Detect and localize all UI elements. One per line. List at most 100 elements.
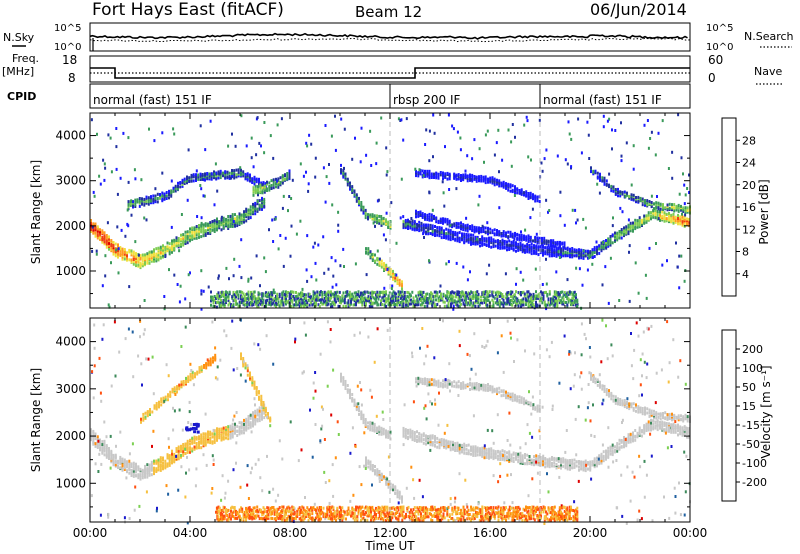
range-cell	[436, 226, 439, 230]
range-cell	[234, 426, 236, 430]
range-cell	[344, 385, 347, 389]
range-cell	[542, 253, 544, 257]
ground-scatter-cell	[256, 304, 259, 308]
ground-scatter-cell	[350, 299, 352, 302]
range-cell	[430, 174, 433, 178]
ground-scatter-cell	[240, 294, 242, 298]
ground-scatter-cell	[316, 292, 319, 296]
range-cell	[632, 229, 634, 233]
noise-cell	[688, 173, 690, 177]
range-cell	[249, 211, 252, 215]
ground-scatter-cell	[318, 293, 321, 297]
range-cell	[269, 416, 272, 420]
range-cell	[189, 378, 192, 382]
range-cell	[518, 233, 521, 237]
ground-scatter-cell	[431, 304, 434, 308]
range-cell	[398, 283, 401, 287]
range-cell	[673, 206, 676, 210]
ground-scatter-cell	[226, 291, 229, 295]
range-cell	[181, 181, 184, 184]
range-cell	[620, 236, 623, 240]
ground-scatter-cell	[376, 290, 379, 294]
range-cell	[502, 232, 505, 236]
range-cell	[101, 238, 104, 241]
ground-scatter-cell	[306, 303, 309, 307]
range-cell	[92, 230, 95, 234]
range-cell	[162, 458, 164, 462]
range-cell	[514, 234, 516, 238]
ground-scatter-cell	[470, 301, 472, 305]
ground-scatter-cell	[532, 303, 535, 307]
range-cell	[679, 221, 682, 225]
range-cell	[582, 256, 585, 260]
ground-scatter-cell	[435, 290, 437, 294]
range-cell	[227, 220, 230, 224]
range-cell	[671, 203, 673, 207]
noise-cell	[611, 147, 613, 151]
range-cell	[247, 419, 250, 423]
range-cell	[364, 418, 367, 421]
range-cell	[164, 465, 167, 469]
ground-scatter-cell	[333, 301, 336, 305]
range-cell	[385, 432, 387, 436]
range-cell	[128, 471, 131, 475]
ground-scatter-cell	[456, 303, 459, 307]
range-cell	[126, 254, 128, 258]
ground-scatter-cell	[460, 291, 462, 295]
range-cell	[249, 216, 252, 220]
ground-scatter-cell	[543, 291, 546, 294]
noise-cell	[545, 282, 548, 286]
range-cell	[496, 180, 498, 184]
range-cell	[428, 216, 431, 219]
ground-scatter-cell	[387, 299, 390, 303]
noise-cell	[335, 283, 338, 287]
ground-scatter-cell	[505, 292, 507, 296]
range-cell	[171, 242, 173, 246]
range-cell	[428, 176, 431, 180]
range-cell	[103, 453, 106, 457]
range-cell	[168, 454, 171, 458]
ground-scatter-cell	[240, 297, 242, 301]
ground-scatter-cell	[317, 303, 320, 307]
range-cell	[488, 238, 490, 242]
ground-scatter-cell	[371, 292, 374, 296]
range-cell	[394, 491, 397, 495]
ground-scatter-cell	[426, 304, 429, 308]
range-cell	[159, 245, 162, 249]
ground-scatter-cell	[371, 304, 374, 308]
ground-scatter-cell	[445, 294, 447, 298]
ground-scatter-cell	[533, 304, 536, 308]
noise-cell	[627, 218, 630, 222]
range-cell	[473, 176, 476, 180]
ground-scatter-cell	[222, 293, 225, 297]
ground-scatter-cell	[336, 294, 339, 298]
range-cell	[261, 191, 264, 195]
range-cell	[663, 212, 666, 216]
ground-scatter-cell	[226, 295, 229, 299]
ground-scatter-cell	[250, 290, 252, 294]
noise-cell	[359, 160, 362, 164]
ground-scatter-cell	[335, 293, 337, 297]
ground-scatter-cell	[507, 297, 510, 301]
ground-scatter-cell	[332, 295, 335, 299]
ground-scatter-cell	[483, 290, 486, 294]
ground-scatter-cell	[362, 291, 365, 295]
ground-scatter-cell	[218, 296, 221, 300]
ground-scatter-cell	[253, 290, 256, 294]
ground-scatter-cell	[291, 294, 294, 298]
noise-cell	[402, 138, 405, 142]
range-cell	[668, 214, 670, 218]
ground-scatter-cell	[567, 299, 570, 303]
ground-scatter-cell	[251, 303, 254, 307]
range-cell	[191, 234, 194, 237]
noise-cell	[559, 190, 562, 194]
ground-scatter-cell	[397, 294, 400, 298]
ground-scatter-cell	[557, 293, 560, 297]
range-cell	[569, 253, 571, 257]
range-cell	[480, 229, 483, 233]
ground-scatter-cell	[571, 301, 574, 304]
range-cell	[150, 462, 153, 466]
noise-cell	[513, 237, 516, 241]
range-cell	[236, 434, 239, 437]
range-cell	[132, 463, 135, 467]
